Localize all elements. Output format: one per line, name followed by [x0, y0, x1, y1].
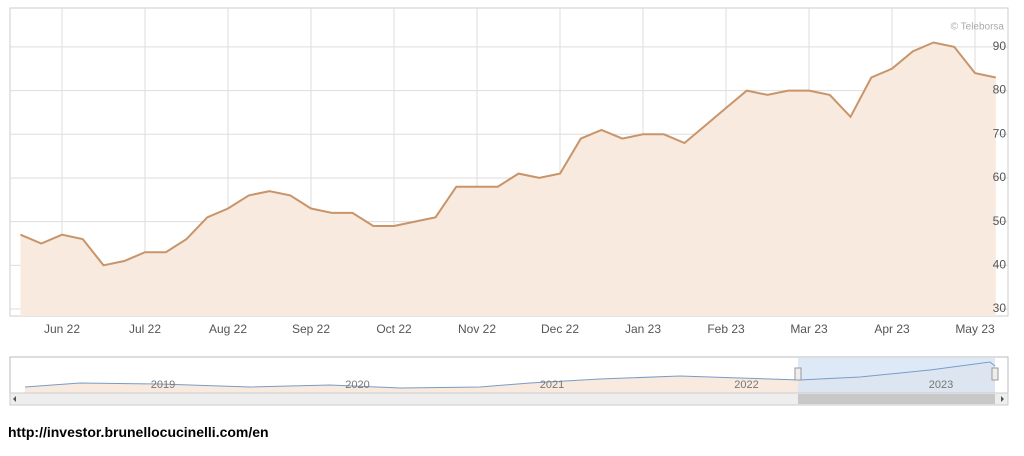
x-tick-label: Jun 22 — [44, 322, 80, 336]
navigator-label: 2022 — [734, 379, 758, 391]
x-tick-label: Apr 23 — [874, 322, 910, 336]
marks — [20, 41, 997, 316]
navigator-line — [24, 361, 996, 389]
navigator-label: 2021 — [540, 379, 564, 391]
navigator-label: 2020 — [345, 379, 369, 391]
watermark: © Teleborsa — [951, 22, 1005, 33]
y-tick-label: 90 — [993, 39, 1007, 53]
chart: © Teleborsa 2019 2020 2021 2022 2023 30 40 50 6… — [9, 7, 1009, 406]
x-tick-label: May 23 — [955, 322, 995, 336]
x-tick-label: Jul 22 — [129, 322, 161, 336]
y-tick-label: 80 — [993, 83, 1007, 97]
scrollbar-thumb[interactable] — [798, 394, 995, 404]
y-tick-label: 40 — [993, 257, 1007, 271]
y-tick-label: 70 — [993, 126, 1007, 140]
navigator-handle[interactable] — [991, 367, 999, 381]
navigator-selection[interactable] — [798, 358, 995, 393]
y-tick-label: 50 — [993, 214, 1007, 228]
scrollbar[interactable] — [9, 392, 1009, 406]
y-tick-label: 60 — [993, 170, 1007, 184]
navigator-handle[interactable] — [794, 367, 802, 381]
line — [20, 41, 997, 267]
x-tick-label: Sep 22 — [292, 322, 330, 336]
y-tick-label: 30 — [993, 301, 1007, 315]
x-tick-label: Nov 22 — [458, 322, 496, 336]
navigator-labels: 2019 2020 2021 2022 2023 — [151, 379, 953, 391]
x-tick-label: Feb 23 — [707, 322, 745, 336]
area — [20, 42, 996, 316]
url[interactable]: http://investor.brunellocucinelli.com/en — [8, 424, 269, 440]
x-tick-label: Mar 23 — [790, 322, 828, 336]
navigator-label: 2019 — [151, 379, 175, 391]
navigator-label: 2023 — [929, 379, 953, 391]
x-tick-label: Oct 22 — [376, 322, 412, 336]
navigator-area — [25, 362, 995, 393]
x-tick-label: Jan 23 — [625, 322, 661, 336]
x-tick-label: Dec 22 — [541, 322, 579, 336]
x-tick-label: Aug 22 — [209, 322, 247, 336]
